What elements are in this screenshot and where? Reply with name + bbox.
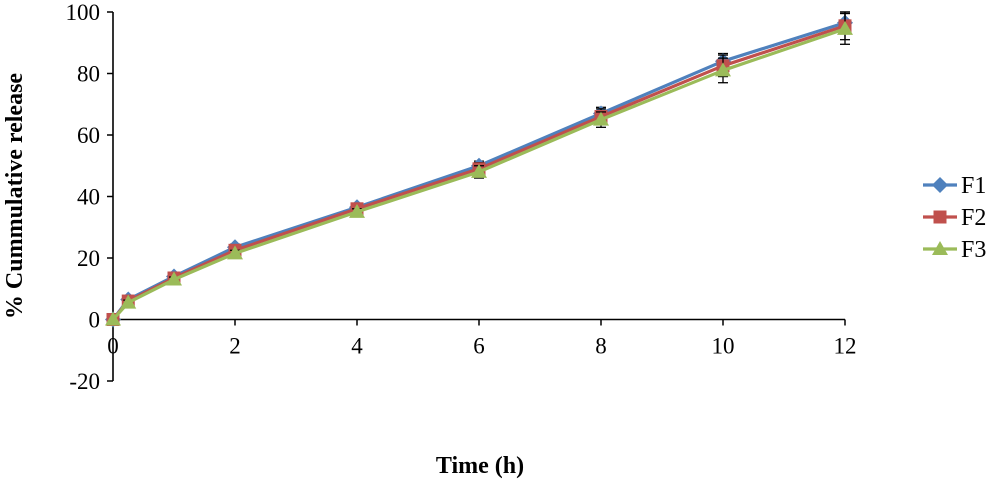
- data-point-marker: [120, 294, 137, 309]
- data-point-marker: [593, 111, 609, 126]
- y-tick-label: 80: [77, 62, 100, 87]
- y-ticks: -20 0 20 40 60 80 100: [66, 0, 113, 394]
- y-tick-label: 100: [66, 0, 101, 25]
- legend-item: F1: [923, 173, 986, 199]
- y-tick-label: -20: [69, 369, 100, 394]
- x-tick-label: 2: [229, 334, 241, 359]
- legend-label: F3: [961, 237, 986, 263]
- x-tick-label: 10: [712, 334, 735, 359]
- x-tick-label: 12: [834, 334, 857, 359]
- legend-marker: [933, 210, 947, 224]
- x-tick-label: 6: [473, 334, 485, 359]
- y-tick-label: 20: [77, 246, 100, 271]
- x-tick-label: 8: [595, 334, 607, 359]
- y-tick-label: 40: [77, 185, 100, 210]
- x-axis-title: Time (h): [436, 453, 524, 479]
- series-group: [105, 11, 853, 328]
- y-tick-label: 60: [77, 123, 100, 148]
- data-point-marker: [715, 62, 731, 77]
- x-ticks: 0 2 4 6 8 10 12: [107, 319, 857, 359]
- data-point-marker: [837, 20, 853, 35]
- y-axis-title: % Cummulative release: [2, 73, 28, 320]
- data-point-marker: [166, 271, 182, 286]
- x-tick-label: 0: [107, 334, 119, 359]
- legend-marker: [932, 241, 948, 255]
- x-tick-label: 4: [351, 334, 363, 359]
- data-point-marker: [105, 311, 121, 326]
- legend-item: F3: [923, 237, 986, 263]
- data-point-marker: [471, 163, 487, 178]
- legend: F1 F2 F3: [923, 173, 986, 263]
- series-f3: [105, 12, 853, 326]
- legend-label: F1: [961, 173, 986, 199]
- legend-marker: [932, 177, 948, 193]
- data-point-marker: [349, 203, 365, 218]
- legend-item: F2: [923, 205, 986, 231]
- legend-label: F2: [961, 205, 986, 231]
- data-point-marker: [227, 245, 243, 260]
- y-tick-label: 0: [89, 308, 101, 333]
